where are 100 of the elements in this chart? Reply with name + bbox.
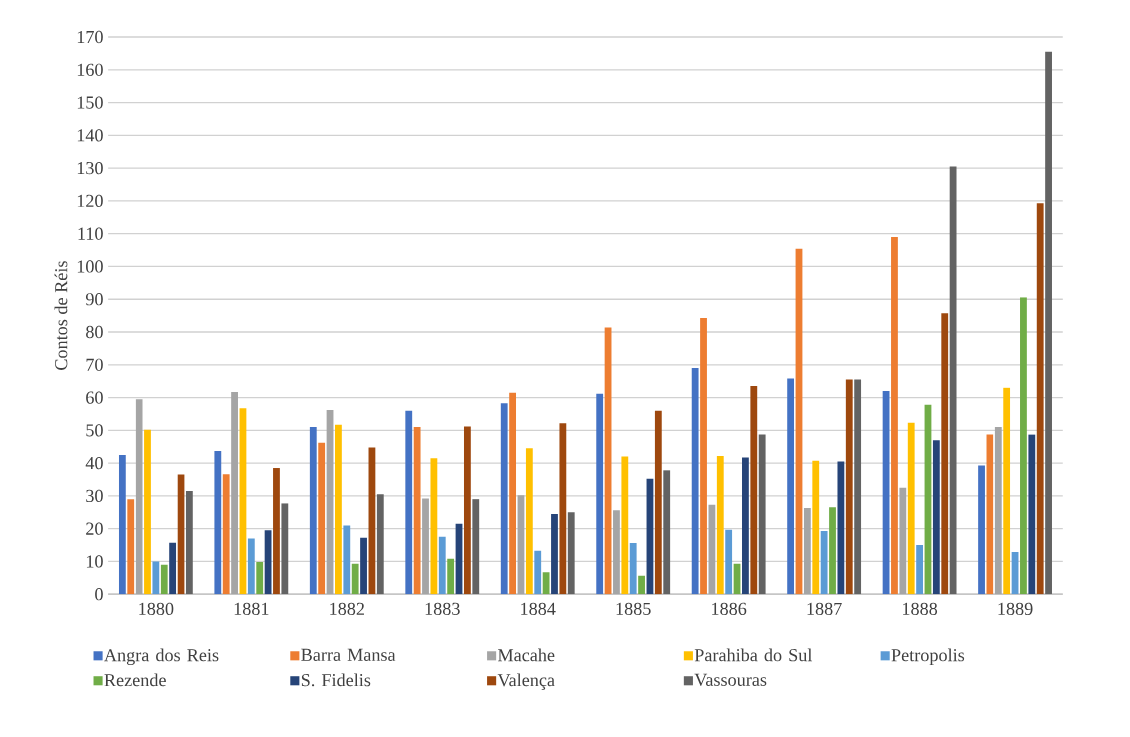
bar (463, 426, 471, 595)
legend-label: Parahiba do Sul (694, 648, 813, 662)
bar (472, 498, 480, 595)
bar (222, 474, 230, 595)
bar (160, 564, 168, 595)
bar (803, 507, 811, 595)
y-tick-label: 110 (78, 227, 103, 240)
x-tick-label: 1884 (521, 602, 556, 615)
y-tick-label: 30 (86, 489, 103, 502)
x-tick-label: 1883 (425, 602, 460, 615)
bar (742, 457, 749, 595)
x-tick-label: 1888 (903, 602, 938, 615)
bar (144, 429, 151, 595)
bar (335, 424, 342, 595)
bar (309, 426, 317, 595)
bar (169, 542, 177, 595)
bar (654, 410, 662, 595)
bar (376, 494, 384, 595)
bar (941, 313, 949, 595)
x-tick-label: 1880 (139, 602, 174, 615)
bar (118, 454, 126, 595)
bar (716, 455, 724, 595)
bar (281, 503, 289, 595)
y-tick-label: 100 (77, 260, 103, 273)
y-tick-label: 160 (77, 63, 103, 76)
bar (509, 392, 517, 595)
bar (500, 402, 508, 595)
bar (978, 465, 985, 595)
legend-label: Barra Mansa (301, 648, 396, 661)
y-tick-label: 130 (77, 161, 103, 175)
bar (542, 572, 550, 595)
legend-label: Macahe (497, 648, 555, 662)
bar (1003, 387, 1011, 595)
y-tick-label: 40 (85, 456, 103, 470)
y-tick-label: 80 (86, 325, 103, 338)
legend-label: Rezende (104, 673, 166, 687)
bar (829, 507, 836, 595)
bar (351, 563, 359, 595)
y-tick-label: 50 (86, 423, 103, 437)
y-tick-label: 60 (86, 391, 103, 404)
bar (845, 379, 853, 595)
legend-label: Angra dos Reis (104, 648, 219, 665)
x-tick-label: 1887 (807, 602, 842, 615)
bar (820, 530, 828, 595)
y-tick-label: 10 (86, 555, 103, 568)
bar (1036, 202, 1044, 595)
bar (127, 498, 135, 595)
y-tick-label: 0 (95, 587, 103, 601)
bar (932, 439, 940, 595)
y-axis-title: Contos de Réis (54, 261, 68, 370)
bar (837, 461, 845, 595)
bar (413, 426, 421, 595)
bar (949, 166, 957, 595)
bar (422, 498, 429, 595)
bar (700, 317, 707, 595)
bar (534, 550, 542, 595)
legend-label: S. Fidelis (301, 673, 371, 687)
bar (891, 236, 898, 595)
bar (621, 456, 629, 595)
bar (663, 470, 671, 595)
x-tick-label: 1881 (234, 602, 269, 615)
bar (551, 513, 558, 595)
bar (214, 450, 222, 595)
bar (1045, 51, 1052, 595)
bar (447, 558, 455, 595)
bar (899, 487, 907, 595)
legend-label: Valença (497, 673, 555, 690)
bar (854, 379, 862, 595)
bar (135, 398, 143, 595)
bar (273, 467, 280, 595)
bar (559, 422, 567, 595)
bar (256, 561, 264, 595)
bar (596, 393, 604, 595)
legend-label: Petropolis (891, 648, 965, 665)
bar (318, 442, 326, 595)
bar (247, 538, 255, 595)
bar (360, 537, 367, 595)
bar (907, 422, 915, 595)
bar (1020, 297, 1027, 595)
bar (638, 575, 645, 595)
y-tick-label: 20 (86, 522, 103, 535)
bar (750, 385, 758, 595)
bar (613, 510, 620, 595)
bar (629, 542, 637, 595)
x-tick-label: 1885 (616, 602, 651, 615)
bar (916, 544, 924, 595)
y-tick-label: 140 (77, 129, 103, 142)
bar (725, 529, 733, 595)
bar (430, 457, 438, 595)
bar (185, 490, 193, 595)
bar (812, 460, 820, 595)
bar (152, 561, 160, 595)
bar (787, 378, 795, 595)
bar (758, 434, 766, 595)
y-tick-label: 170 (77, 30, 103, 43)
y-tick-label: 120 (77, 194, 103, 207)
bar (691, 367, 699, 595)
y-tick-label: 70 (86, 358, 103, 371)
legend-label: Vassouras (694, 673, 767, 686)
bar (1028, 434, 1036, 595)
